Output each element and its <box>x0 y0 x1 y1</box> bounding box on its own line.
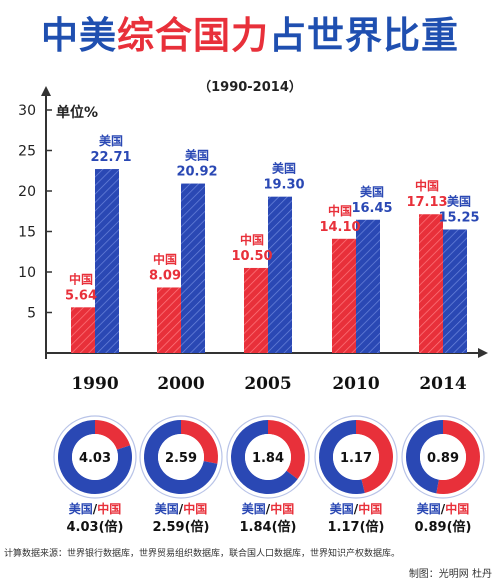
title-part-3: 占世界比重 <box>269 14 459 57</box>
china-series-label: 中国 <box>240 232 264 247</box>
donut-hole <box>420 434 466 480</box>
x-category-label: 2000 <box>157 374 204 394</box>
bar-usa <box>268 196 292 353</box>
donut-outline <box>314 415 398 499</box>
bar-usa <box>181 183 205 353</box>
ratio-legend: 美国/中国 <box>242 501 294 516</box>
donut-usa-slice <box>231 420 298 495</box>
donut-ratio-value: 4.03 <box>79 451 111 466</box>
donut-usa-slice <box>58 420 133 494</box>
usa-value-label: 19.30 <box>263 178 304 193</box>
donut-outline <box>401 415 485 499</box>
y-axis-unit-label: 单位% <box>56 104 98 121</box>
usa-series-label: 美国 <box>272 161 296 176</box>
usa-value-label: 16.45 <box>351 201 392 216</box>
x-category-label: 2010 <box>332 374 379 394</box>
title-text: 中美综合国力占世界比重 <box>41 14 459 57</box>
donut-ratio-value: 1.84 <box>252 451 284 466</box>
ratio-legend: 美国/中国 <box>417 501 469 516</box>
y-tick-label: 15 <box>18 225 36 241</box>
ratio-legend: 美国/中国 <box>155 501 207 516</box>
donut-china-slice <box>436 420 480 495</box>
usa-series-label: 美国 <box>99 133 123 148</box>
usa-series-label: 美国 <box>447 193 471 208</box>
ratio-multiple: 2.59(倍) <box>153 519 210 535</box>
title-part-1: 中美 <box>41 14 117 57</box>
bar-usa <box>443 229 467 353</box>
donut-outline <box>139 415 223 499</box>
donut-china-slice <box>95 420 131 450</box>
credit-note: 制图：光明网 杜丹 <box>408 569 492 580</box>
bar-usa <box>356 219 380 353</box>
china-series-label: 中国 <box>69 271 93 286</box>
ratio-multiple: 1.17(倍) <box>328 519 385 535</box>
donut-hole <box>158 434 204 480</box>
ratio-multiple: 1.84(倍) <box>240 519 297 535</box>
x-axis-arrow <box>478 348 488 358</box>
ratio-multiple: 0.89(倍) <box>415 519 472 535</box>
subtitle: （1990-2014） <box>198 80 302 95</box>
donut-hole <box>333 434 379 480</box>
y-tick-label: 30 <box>18 103 36 119</box>
donut-china-slice <box>181 420 218 464</box>
china-value-label: 8.09 <box>149 268 181 283</box>
china-series-label: 中国 <box>153 251 177 266</box>
china-value-label: 17.13 <box>406 195 447 210</box>
donut-china-slice <box>356 420 394 493</box>
china-series-label: 中国 <box>328 203 352 218</box>
page-title: 中美综合国力占世界比重 <box>0 8 500 57</box>
donut-outline <box>53 415 137 499</box>
y-tick-label: 20 <box>18 184 36 200</box>
donut-hole <box>72 434 118 480</box>
title-part-2: 综合国力 <box>117 14 269 57</box>
usa-series-label: 美国 <box>185 148 209 163</box>
china-value-label: 5.64 <box>65 288 97 303</box>
title-svg: 中美综合国力占世界比重 <box>41 14 459 57</box>
ratio-multiple: 4.03(倍) <box>67 519 124 535</box>
x-category-label: 1990 <box>71 374 118 394</box>
donut-outline <box>226 415 310 499</box>
usa-value-label: 22.71 <box>90 150 131 165</box>
donut-ratio-value: 2.59 <box>165 451 197 466</box>
bar-china <box>332 238 356 353</box>
donut-hole <box>245 434 291 480</box>
donut-usa-slice <box>144 420 218 494</box>
bar-china <box>244 267 268 353</box>
source-note: 计算数据来源：世界银行数据库，世界贸易组织数据库，联合国人口数据库，世界知识产权… <box>4 549 401 559</box>
bar-china <box>71 307 95 353</box>
ratio-legend: 美国/中国 <box>330 501 382 516</box>
y-tick-label: 10 <box>18 265 36 281</box>
donut-usa-slice <box>406 420 443 494</box>
x-category-label: 2005 <box>244 374 291 394</box>
donut-usa-slice <box>319 420 365 495</box>
bar-usa <box>95 169 119 353</box>
usa-value-label: 15.25 <box>438 210 479 225</box>
donut-ratio-value: 1.17 <box>340 451 372 466</box>
usa-value-label: 20.92 <box>176 165 217 180</box>
x-category-label: 2014 <box>419 374 466 394</box>
usa-series-label: 美国 <box>360 184 384 199</box>
y-tick-label: 25 <box>18 144 36 160</box>
china-value-label: 10.50 <box>231 249 272 264</box>
ratio-legend: 美国/中国 <box>69 501 121 516</box>
y-axis-arrow <box>41 86 51 96</box>
china-series-label: 中国 <box>415 178 439 193</box>
donut-ratio-value: 0.89 <box>427 451 459 466</box>
bar-china <box>419 214 443 353</box>
donut-china-slice <box>268 420 305 480</box>
bar-china <box>157 287 181 353</box>
china-value-label: 14.10 <box>319 220 360 235</box>
y-tick-label: 5 <box>27 306 36 322</box>
